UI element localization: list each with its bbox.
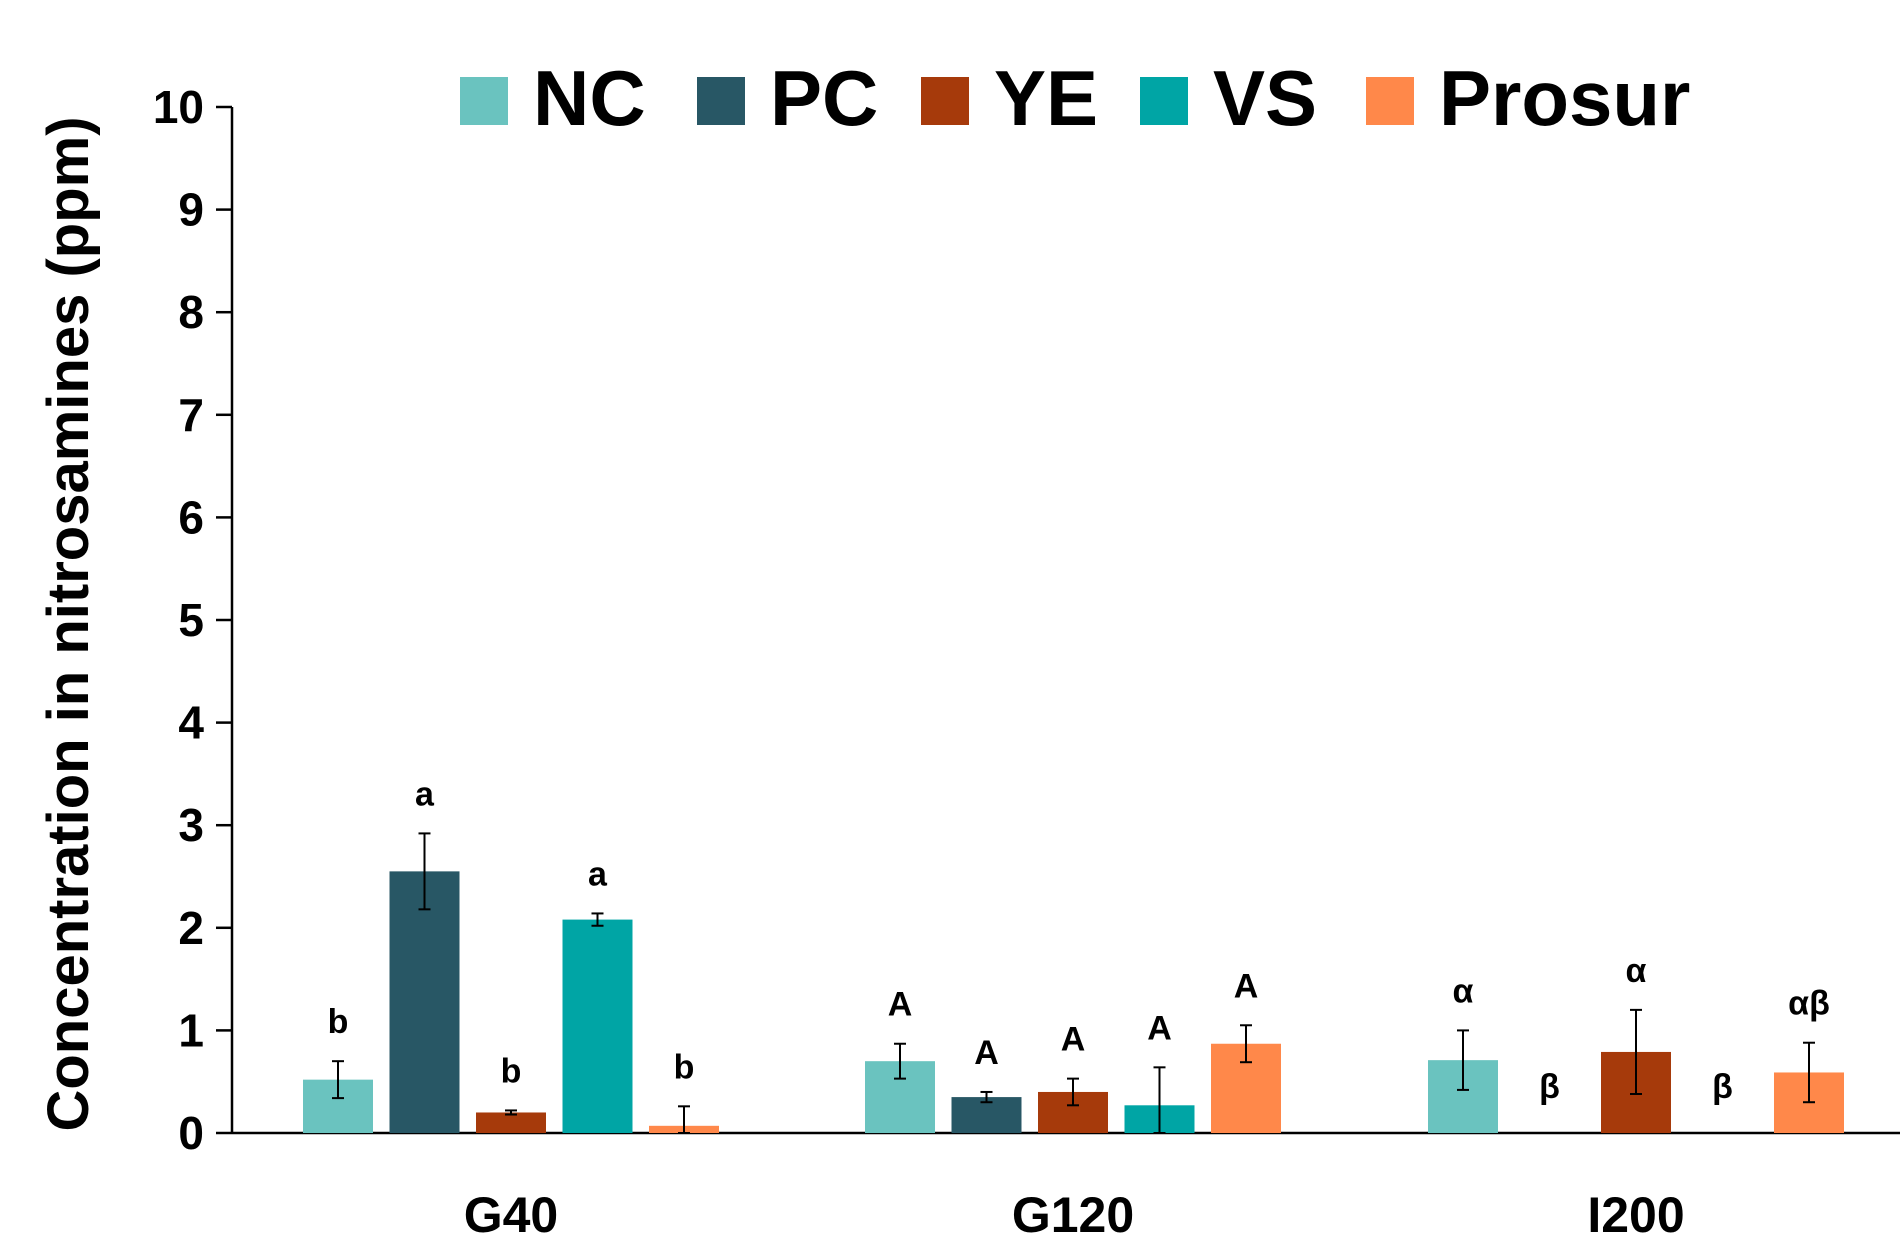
y-tick-label: 9	[178, 184, 204, 236]
legend-swatch	[1140, 77, 1188, 125]
y-tick-label: 10	[153, 81, 204, 133]
significance-label: A	[1234, 967, 1259, 1005]
y-tick-label: 8	[178, 286, 204, 338]
bar	[389, 871, 460, 1133]
bar	[476, 1112, 546, 1133]
y-axis-label-group: Concentration in nitrosamines (ppm)	[36, 116, 101, 1131]
y-axis: 0 1 2 3 4 5 6 7 8 9 10	[153, 81, 234, 1159]
y-tick-label: 2	[178, 902, 204, 954]
significance-label: b	[328, 1003, 349, 1041]
y-tick-label: 3	[178, 799, 204, 851]
significance-label: α	[1626, 952, 1647, 990]
x-category-label: G120	[1012, 1187, 1134, 1243]
y-tick-label: 0	[178, 1107, 204, 1159]
significance-label: β	[1712, 1068, 1733, 1106]
x-category-label: I200	[1587, 1187, 1684, 1243]
significance-label: A	[888, 986, 913, 1024]
y-axis-label: Concentration in nitrosamines (ppm)	[36, 116, 101, 1131]
significance-label: αβ	[1788, 985, 1830, 1023]
legend-label: VS	[1213, 54, 1317, 142]
bars	[303, 871, 1844, 1133]
x-category-label: G40	[464, 1187, 559, 1243]
legend-swatch	[697, 77, 745, 125]
legend-label: YE	[994, 54, 1098, 142]
bar	[562, 919, 633, 1133]
significance-label: b	[501, 1052, 522, 1090]
y-tick-label: 6	[178, 491, 204, 543]
legend-label: PC	[770, 54, 878, 142]
significance-label: β	[1539, 1068, 1560, 1106]
y-tick-label: 4	[178, 697, 204, 749]
y-tick-label: 5	[178, 594, 204, 646]
error-bars	[332, 832, 1815, 1134]
significance-label: a	[588, 855, 608, 893]
significance-label: a	[415, 775, 435, 813]
legend-label: Prosur	[1439, 54, 1690, 142]
legend-swatch	[460, 77, 508, 125]
significance-label: A	[974, 1034, 999, 1072]
y-tick-label: 7	[178, 389, 204, 441]
legend: NC PC YE VS Prosur	[460, 54, 1690, 142]
significance-label: A	[1147, 1009, 1172, 1047]
legend-swatch	[1366, 77, 1414, 125]
legend-label: NC	[533, 54, 646, 142]
legend-swatch	[921, 77, 969, 125]
significance-label: A	[1061, 1021, 1086, 1059]
significance-label: α	[1453, 972, 1474, 1010]
significance-label: b	[674, 1048, 695, 1086]
x-axis: G40 G120 I200	[232, 1131, 1900, 1243]
y-tick-label: 1	[178, 1004, 204, 1056]
